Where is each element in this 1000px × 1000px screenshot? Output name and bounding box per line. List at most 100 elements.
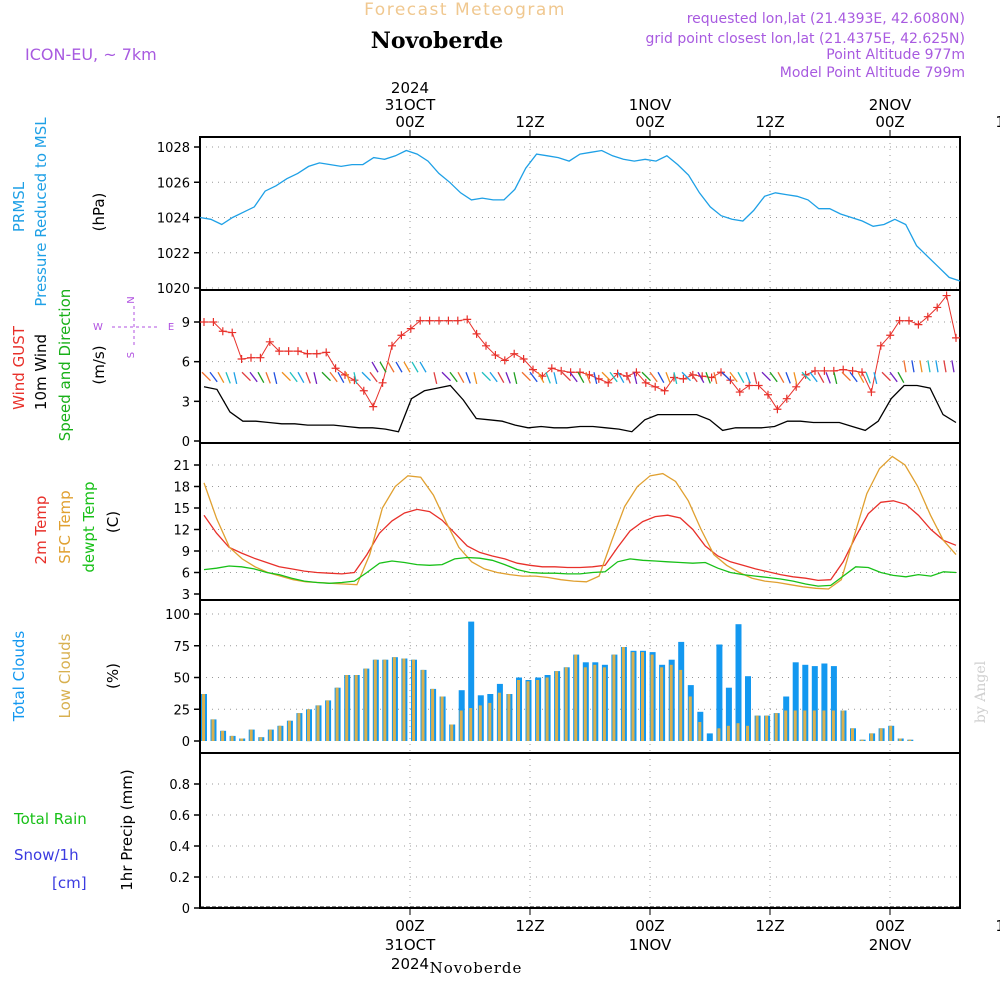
wind-direction-arrow bbox=[361, 371, 371, 382]
point-altitude: Point Altitude 977m bbox=[826, 47, 965, 63]
gust-marker bbox=[782, 394, 791, 403]
wind-direction-arrow bbox=[289, 371, 298, 383]
bottom-time-label: 12Z bbox=[755, 917, 784, 935]
total-cloud-bar bbox=[821, 663, 828, 741]
chart-title: Forecast Meteogram bbox=[364, 0, 566, 20]
wind-direction-arrow bbox=[777, 371, 785, 384]
top-time-label: 2NOV bbox=[869, 96, 912, 114]
wind-direction-arrow bbox=[919, 360, 923, 373]
footer-location: Novoberde bbox=[430, 959, 523, 977]
wind-direction-arrow bbox=[395, 361, 403, 373]
low-cloud-bar bbox=[469, 708, 473, 741]
wind-direction-arrow bbox=[935, 360, 939, 373]
snow-units-label: [cm] bbox=[52, 874, 87, 892]
wind-direction-arrow bbox=[721, 371, 731, 382]
gust-marker bbox=[923, 312, 932, 321]
wind-direction-arrow bbox=[825, 372, 831, 384]
wind-direction-arrow bbox=[201, 371, 211, 382]
gust-marker bbox=[303, 349, 312, 358]
y-tick-label: 12 bbox=[173, 524, 190, 539]
wind-direction-arrow bbox=[657, 371, 665, 384]
low-cloud-bar bbox=[507, 694, 511, 741]
gust-marker bbox=[942, 291, 951, 300]
low-cloud-bar bbox=[841, 710, 845, 741]
wind-direction-arrow bbox=[817, 371, 825, 384]
location-title: Novoberde bbox=[371, 28, 504, 54]
low-cloud-bar bbox=[621, 647, 625, 741]
wind-direction-arrow bbox=[497, 371, 505, 384]
gust-marker bbox=[867, 388, 876, 397]
gust-marker bbox=[529, 365, 537, 374]
low-cloud-bar bbox=[526, 681, 530, 741]
gust-marker bbox=[735, 388, 744, 397]
low-cloud-bar bbox=[287, 720, 291, 741]
low-cloud-bar bbox=[812, 710, 816, 741]
low-clouds-label: Low Clouds bbox=[56, 633, 74, 718]
wind-direction-arrow bbox=[601, 371, 611, 382]
y-tick-label: 0 bbox=[182, 435, 190, 450]
wind-direction-arrow bbox=[801, 371, 811, 382]
y-tick-label: 1024 bbox=[157, 212, 190, 227]
gust-marker bbox=[491, 351, 500, 360]
low-cloud-bar bbox=[249, 729, 253, 741]
pressure-line bbox=[199, 149, 961, 282]
wind-direction-arrow bbox=[689, 371, 698, 383]
bottom-time-label: 1NOV bbox=[629, 936, 672, 954]
total-cloud-bar bbox=[792, 662, 799, 741]
gust-marker bbox=[764, 390, 772, 399]
plot-frame bbox=[199, 136, 961, 909]
low-cloud-bar bbox=[583, 667, 587, 741]
wind-direction-arrow bbox=[419, 361, 427, 373]
low-cloud-bar bbox=[679, 669, 683, 741]
wind-direction-arrow bbox=[371, 361, 379, 373]
wind-direction-arrow bbox=[379, 361, 387, 373]
y-tick-label: 6 bbox=[182, 567, 190, 582]
y-tick-label: 1022 bbox=[157, 247, 190, 262]
low-cloud-bar bbox=[364, 668, 368, 741]
bottom-time-label: 12Z bbox=[515, 917, 544, 935]
y-tick-label: 50 bbox=[173, 672, 190, 687]
gust-marker bbox=[200, 318, 208, 326]
gust-marker bbox=[886, 331, 895, 340]
total-cloud-bar bbox=[706, 733, 713, 741]
gust-marker bbox=[331, 364, 340, 373]
low-cloud-bar bbox=[746, 725, 749, 741]
low-cloud-bar bbox=[297, 713, 301, 741]
bottom-time-label: 12Z bbox=[995, 917, 1000, 935]
wind-direction-arrow bbox=[641, 371, 651, 382]
y-tick-label: 1026 bbox=[157, 176, 190, 191]
low-cloud-bar bbox=[517, 680, 520, 741]
wind-direction-arrow bbox=[321, 371, 331, 382]
low-cloud-bar bbox=[259, 737, 263, 741]
wind-direction-arrow bbox=[473, 372, 478, 385]
y-tick-label: 9 bbox=[182, 316, 190, 331]
gust-marker bbox=[284, 347, 293, 356]
gust-marker bbox=[679, 374, 688, 383]
gust-marker bbox=[848, 366, 857, 375]
wind-direction-arrow bbox=[633, 372, 638, 385]
gust-marker bbox=[416, 316, 425, 325]
wind-direction-arrow bbox=[209, 371, 218, 383]
gust-marker bbox=[651, 382, 660, 391]
wind-direction-arrow bbox=[903, 360, 907, 373]
low-cloud-bar bbox=[688, 696, 692, 741]
gust-marker bbox=[256, 353, 265, 362]
gust-marker bbox=[952, 333, 960, 342]
dewpt-line bbox=[203, 556, 957, 587]
temp-units: (C) bbox=[104, 511, 122, 533]
model-altitude: Model Point Altitude 799m bbox=[780, 65, 965, 81]
low-cloud-bar bbox=[278, 725, 282, 741]
wind-direction-arrow bbox=[257, 371, 265, 384]
low-cloud-bar bbox=[774, 713, 778, 741]
gridpoint-coords: grid point closest lon,lat (21.4375E, 42… bbox=[645, 31, 965, 47]
wind-speed-line bbox=[203, 384, 957, 433]
gust-marker bbox=[237, 355, 246, 364]
wind-direction-arrow bbox=[249, 371, 258, 383]
bottom-time-label: 31OCT bbox=[385, 936, 436, 954]
low-cloud-bar bbox=[793, 710, 797, 741]
sfc-temp-label: SFC Temp bbox=[56, 490, 74, 563]
gust-marker bbox=[914, 320, 923, 329]
bottom-time-label: 00Z bbox=[875, 917, 904, 935]
low-cloud-bar bbox=[641, 652, 644, 741]
